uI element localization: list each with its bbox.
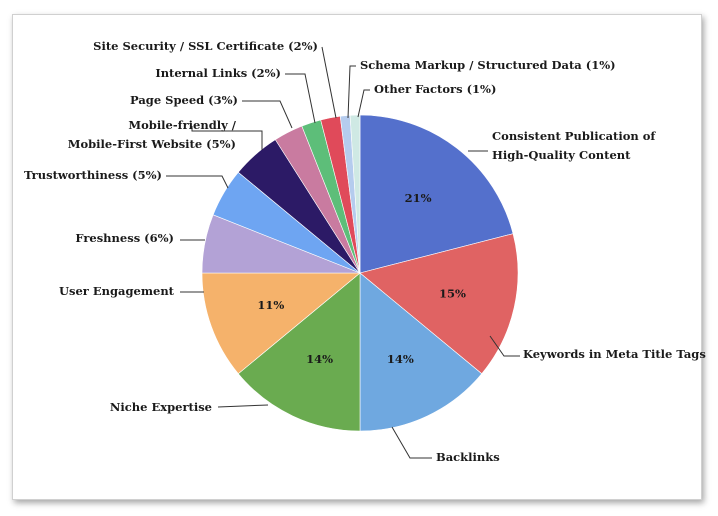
slice-percent-label-3: 14% (306, 352, 333, 366)
leader-line-7 (191, 126, 263, 150)
pie-slice-12 (349, 114, 361, 274)
slice-percent-label-2: 14% (387, 352, 414, 366)
slice-label-4: User Engagement (59, 284, 175, 298)
slice-label-5: Freshness (6%) (75, 231, 174, 245)
pie-slice-2 (359, 272, 483, 432)
slice-label-3: Niche Expertise (110, 400, 212, 414)
leader-line-2 (391, 426, 432, 459)
pie-slice-0 (359, 114, 514, 274)
slice-label-12: Other Factors (1%) (374, 82, 496, 96)
slice-label-2: Backlinks (436, 450, 500, 464)
slice-label-10: Site Security / SSL Certificate (2%) (93, 39, 318, 53)
slice-label-7: Mobile-friendly / Mobile-First Website (5… (68, 118, 237, 151)
pie-slice-3 (237, 272, 361, 432)
leader-line-3 (217, 404, 269, 408)
pie-slice-4 (201, 272, 361, 375)
leader-line-9 (285, 73, 316, 124)
slice-percent-label-1: 15% (439, 287, 466, 301)
slice-percent-label-4: 11% (257, 298, 284, 312)
slice-label-8: Page Speed (3%) (130, 93, 238, 107)
slice-label-11: Schema Markup / Structured Data (1%) (360, 58, 616, 72)
pie-slice-1 (359, 233, 519, 375)
slice-label-1: Keywords in Meta Title Tags (523, 347, 706, 361)
leader-line-6 (166, 175, 229, 189)
slice-label-9: Internal Links (2%) (155, 66, 281, 80)
leader-line-12 (357, 89, 370, 118)
slice-percent-label-0: 21% (405, 191, 432, 205)
leader-line-11 (347, 65, 356, 119)
slice-label-6: Trustworthiness (5%) (24, 168, 162, 182)
slice-label-0: Consistent Publication of High-Quality Co… (492, 129, 656, 162)
leader-line-8 (242, 100, 293, 129)
leader-line-10 (321, 46, 337, 119)
leader-line-1 (489, 335, 520, 357)
